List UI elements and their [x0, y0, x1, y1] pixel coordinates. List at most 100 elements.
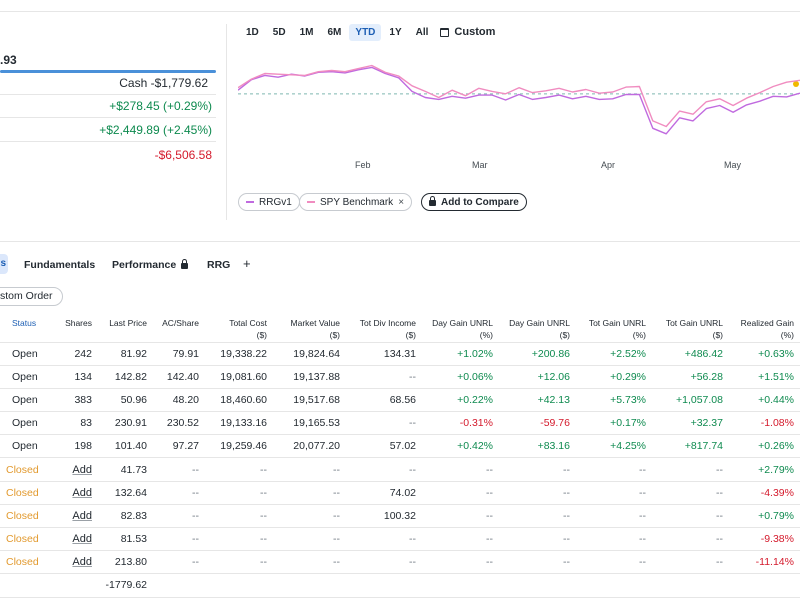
table-cell	[499, 573, 576, 598]
total-gain-value: +$2,449.89 (+2.45%)	[99, 123, 212, 137]
table-cell: --	[153, 457, 205, 482]
column-header-title: Tot Gain UNRL	[588, 318, 646, 328]
column-header-title: Last Price	[109, 318, 147, 328]
table-cell: 132.64	[98, 481, 153, 505]
table-cell: --	[499, 504, 576, 529]
table-cell	[576, 573, 652, 598]
column-header: Tot Div Income ($)	[346, 316, 422, 343]
column-header: Total Cost ($)	[205, 316, 273, 343]
column-header: AC/Share	[153, 316, 205, 343]
tab-rrg[interactable]: RRG	[207, 259, 231, 271]
remove-benchmark-icon[interactable]: ×	[398, 196, 405, 208]
spy-swatch	[307, 201, 315, 203]
table-cell: +56.28	[652, 365, 729, 389]
table-cell: +0.42%	[422, 434, 499, 459]
custom-order-button[interactable]: stom Order	[0, 287, 63, 306]
table-cell: 19,824.64	[273, 342, 346, 366]
tab-fundamentals[interactable]: Fundamentals	[24, 259, 96, 271]
column-header: Day Gain UNRL (%)	[422, 316, 499, 343]
table-cell: +5.73%	[576, 388, 652, 413]
table-cell: 79.91	[153, 342, 205, 366]
top-divider	[0, 11, 800, 12]
table-cell: Closed	[0, 550, 52, 575]
column-header: Day Gain UNRL ($)	[499, 316, 576, 343]
total-gain-row: +$2,449.89 (+2.45%)	[0, 118, 216, 142]
table-cell: Open	[0, 434, 52, 459]
table-cell: +0.22%	[422, 388, 499, 413]
add-shares-link[interactable]: Add	[72, 509, 92, 522]
cash-row: Cash -$1,779.62	[0, 71, 216, 95]
table-cell: --	[576, 504, 652, 529]
table-cell	[729, 573, 800, 598]
table-cell: --	[273, 550, 346, 575]
table-cell	[346, 573, 422, 598]
table-cell: --	[652, 504, 729, 529]
x-label-feb: Feb	[355, 160, 371, 170]
table-cell: --	[346, 365, 422, 389]
column-header-title: Realized Gain	[740, 318, 794, 328]
timeframe-6m[interactable]: 6M	[327, 26, 342, 38]
table-cell: 19,081.60	[205, 365, 273, 389]
column-header: Last Price	[98, 316, 153, 343]
table-cell: Open	[0, 342, 52, 366]
table-cell	[52, 573, 98, 598]
add-tab-icon[interactable]: +	[243, 256, 251, 271]
table-cell: --	[576, 457, 652, 482]
legend-rrgv1-label: RRGv1	[259, 196, 292, 208]
table-cell: 81.92	[98, 342, 153, 366]
table-row: Closed Add 213.80 -- -- -- -- -- -- -- -- -11.14%	[0, 550, 800, 575]
table-cell: 68.56	[346, 388, 422, 413]
table-header-row: Status Shares Last Price AC/Share Total Cost…	[0, 316, 800, 343]
tab-holdings-partial[interactable]: s	[0, 254, 8, 274]
column-header-unit: ($)	[712, 330, 723, 340]
column-header-unit: (%)	[479, 330, 493, 340]
table-cell: 142.82	[98, 365, 153, 389]
column-header-title: Shares	[65, 318, 92, 328]
legend-chip-spy[interactable]: SPY Benchmark ×	[299, 193, 413, 211]
timeframe-1y[interactable]: 1Y	[389, 26, 402, 38]
x-label-mar: Mar	[472, 160, 488, 170]
add-shares-link[interactable]: Add	[72, 533, 92, 546]
tab-performance[interactable]: Performance	[112, 259, 193, 271]
table-cell: 82.83	[98, 504, 153, 529]
table-cell: 41.73	[98, 457, 153, 482]
table-cell: --	[422, 457, 499, 482]
table-row: Open 83 230.91 230.52 19,133.16 19,165.53 -- -0…	[0, 411, 800, 436]
add-shares-link[interactable]: Add	[72, 463, 92, 476]
table-cell: +0.29%	[576, 365, 652, 389]
column-header-title: Day Gain UNRL	[509, 318, 570, 328]
table-cell: --	[273, 504, 346, 529]
timeframe-all[interactable]: All	[415, 26, 429, 38]
table-cell	[273, 573, 346, 598]
realized-gain-row: -$6,506.58	[0, 143, 216, 167]
timeframe-1d[interactable]: 1D	[246, 26, 259, 38]
timeframe-1m[interactable]: 1M	[299, 26, 314, 38]
legend-spy-label: SPY Benchmark	[320, 196, 394, 208]
legend-chip-rrgv1[interactable]: RRGv1	[238, 193, 300, 211]
add-to-compare-button[interactable]: Add to Compare	[421, 193, 527, 211]
timeframe-5d[interactable]: 5D	[272, 26, 286, 38]
table-cell: 19,133.16	[205, 411, 273, 436]
custom-range-button[interactable]: Custom	[440, 26, 495, 38]
holdings-table: Status Shares Last Price AC/Share Total Cost…	[0, 316, 800, 598]
realized-gain-value: -$6,506.58	[154, 148, 212, 162]
table-cell	[205, 573, 273, 598]
column-header[interactable]: Status	[0, 316, 52, 343]
calendar-icon	[440, 27, 450, 37]
table-row: Closed Add 81.53 -- -- -- -- -- -- -- -- -9.38%	[0, 527, 800, 552]
add-shares-link[interactable]: Add	[72, 486, 92, 499]
column-header-title: Day Gain UNRL	[432, 318, 493, 328]
table-cell: --	[205, 481, 273, 505]
table-cell: Add	[52, 527, 98, 552]
add-shares-link[interactable]: Add	[72, 556, 92, 569]
table-cell: --	[346, 411, 422, 436]
table-row: Open 242 81.92 79.91 19,338.22 19,824.64 134.3…	[0, 342, 800, 366]
timeframe-ytd[interactable]: YTD	[349, 23, 382, 41]
table-cell: Open	[0, 388, 52, 413]
table-cell: Open	[0, 365, 52, 389]
table-cell: 230.91	[98, 411, 153, 436]
table-cell: --	[499, 481, 576, 505]
table-cell: +2.52%	[576, 342, 652, 366]
column-header: Tot Gain UNRL ($)	[652, 316, 729, 343]
tab-performance-label: Performance	[112, 259, 177, 271]
